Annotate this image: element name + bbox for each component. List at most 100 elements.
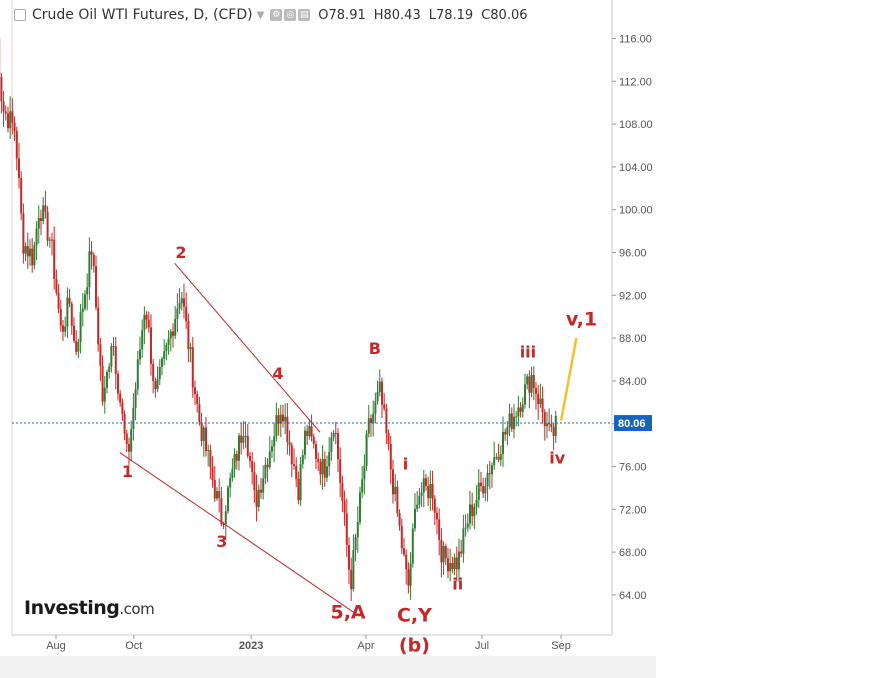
candle-body [378,381,381,393]
candle-body [310,426,313,437]
wave-label: ii [452,575,463,594]
candle-body [424,478,427,487]
candle-body [383,404,386,409]
candle-body [222,524,225,526]
candle-body [55,279,58,293]
candle-body [134,389,137,408]
candle-body [215,491,218,499]
candle-body [132,407,135,429]
candle-body [171,331,174,336]
more-icon[interactable]: ▤ [298,9,311,21]
trendline [119,452,360,617]
candle-body [372,413,375,424]
candle-body [72,325,75,341]
candle-body [431,484,434,499]
candle-body [180,298,183,304]
candle-body [451,562,454,570]
y-tick-label: 92.00 [619,290,647,302]
candle-body [466,523,469,528]
candle-body [152,363,155,382]
candle-body [486,473,489,487]
candle-body [59,308,62,326]
candle-body [523,384,526,405]
candle-body [233,453,236,470]
candle-body [284,416,287,422]
candle-body [543,412,546,427]
candle-body [273,436,276,447]
plot-area [12,0,612,635]
candle-body [521,404,524,412]
candle-body [356,522,359,538]
candle-body [387,433,390,444]
candle-body [268,451,271,468]
candle-body [488,473,491,475]
candle-body [515,416,518,418]
candle-body [20,177,23,214]
ohlc-low: L78.19 [428,7,474,23]
candle-body [444,546,447,559]
x-tick-label: Jul [475,640,489,652]
candle-body [290,445,293,465]
candle-body [147,319,150,328]
y-tick-label: 104.00 [619,162,653,174]
y-tick-label: 116.00 [619,34,652,46]
candle-body [68,297,71,304]
candle-body [31,248,34,266]
candle-body [398,513,401,527]
candle-body [517,407,520,417]
candle-body [127,444,130,452]
settings-icon[interactable]: ⚙ [270,9,283,21]
candle-body [314,444,317,459]
ohlc-close: C80.06 [481,7,528,23]
instrument-title[interactable]: Crude Oil WTI Futures, D, (CFD) [32,7,253,23]
candle-body [226,487,229,512]
candle-body [112,346,115,348]
candle-body [99,344,102,366]
candle-body [295,465,298,479]
candle-body [479,482,482,487]
bottom-toolbar [0,656,656,678]
candle-body [237,435,240,461]
candle-body [17,158,20,178]
wave-label: 3 [216,532,227,551]
candle-body [475,500,478,507]
candle-body [317,458,320,462]
wave-label: 5,A [330,601,365,623]
candle-body [396,486,399,514]
investing-logo: Investing.com [24,597,155,619]
candle-body [361,479,364,493]
candle-body [319,461,322,475]
candle-body [286,416,289,442]
candle-body [345,513,348,545]
candle-body [255,490,258,507]
candle-body [433,498,436,513]
chart-toggle-icon[interactable] [14,9,26,21]
candle-body [207,450,210,452]
chevron-down-icon[interactable]: ▼ [256,9,265,21]
candle-body [453,557,456,570]
candle-body [196,394,199,405]
candle-body [229,477,232,488]
current-price-tag [614,415,652,432]
candle-body [270,446,273,452]
y-tick-label: 68.00 [619,547,647,559]
candle-body [198,404,201,423]
candle-body [0,76,3,102]
candles [0,37,557,602]
y-tick-label: 108.00 [619,119,653,131]
candle-body [244,435,247,437]
candle-body [279,414,282,424]
candle-body [510,413,513,430]
candle-body [442,546,445,563]
candle-body [350,569,353,590]
candle-body [50,239,53,241]
wave-label: v,1 [566,308,597,330]
wave-label: 2 [175,243,186,262]
candle-body [545,423,548,427]
hide-icon[interactable]: ◎ [284,9,297,21]
candle-body [61,325,64,332]
candle-body [303,430,306,455]
candle-body [400,526,403,549]
candle-body [330,437,333,452]
